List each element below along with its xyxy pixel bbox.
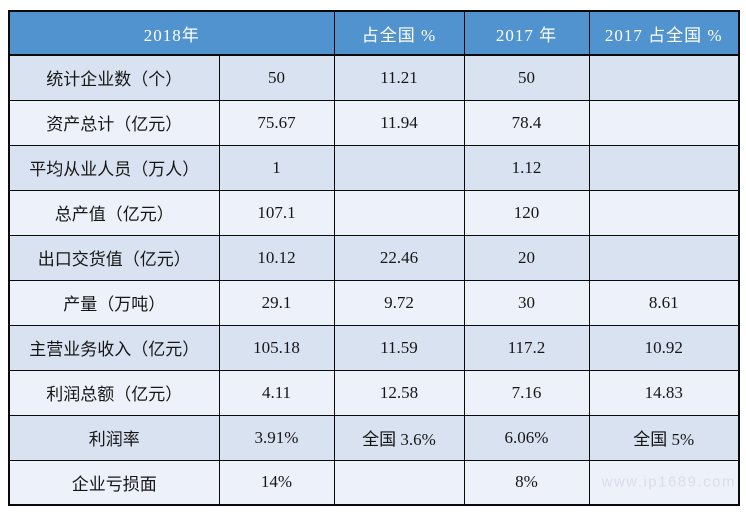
share-2018: 11.94	[333, 99, 465, 146]
share-2018	[333, 459, 465, 506]
table-row: 利润率 3.91% 全国 3.6% 6.06% 全国 5%	[8, 414, 740, 461]
statistics-table: 2018年 占全国 % 2017 年 2017 占全国 % 统计企业数（个） 5…	[8, 10, 740, 506]
share-2018: 9.72	[333, 279, 465, 326]
share-2017: 14.83	[588, 369, 740, 416]
header-share-2018: 占全国 %	[333, 10, 465, 56]
value-2017: 120	[463, 189, 590, 236]
value-2018: 105.18	[218, 324, 335, 371]
row-label: 总产值（亿元）	[8, 189, 220, 236]
table-row: 利润总额（亿元） 4.11 12.58 7.16 14.83	[8, 369, 740, 416]
share-2017	[588, 234, 740, 281]
row-label: 利润率	[8, 414, 220, 461]
value-2017: 117.2	[463, 324, 590, 371]
value-2017: 50	[463, 54, 590, 101]
share-2017: 8.61	[588, 279, 740, 326]
header-row: 2018年 占全国 % 2017 年 2017 占全国 %	[8, 10, 740, 56]
header-2017: 2017 年	[463, 10, 590, 56]
share-2017: www.ip1689.com	[588, 459, 740, 506]
table-row: 平均从业人员（万人） 1 1.12	[8, 144, 740, 191]
value-2017: 6.06%	[463, 414, 590, 461]
table-row: 总产值（亿元） 107.1 120	[8, 189, 740, 236]
share-2017	[588, 144, 740, 191]
value-2018: 14%	[218, 459, 335, 506]
share-2018: 22.46	[333, 234, 465, 281]
share-2017: 10.92	[588, 324, 740, 371]
value-2018: 29.1	[218, 279, 335, 326]
value-2017: 1.12	[463, 144, 590, 191]
share-2018: 11.59	[333, 324, 465, 371]
table-row: 产量（万吨） 29.1 9.72 30 8.61	[8, 279, 740, 326]
value-2017: 20	[463, 234, 590, 281]
row-label: 利润总额（亿元）	[8, 369, 220, 416]
value-2018: 10.12	[218, 234, 335, 281]
share-2018	[333, 144, 465, 191]
share-2017	[588, 189, 740, 236]
share-2018	[333, 189, 465, 236]
value-2017: 30	[463, 279, 590, 326]
share-2018: 12.58	[333, 369, 465, 416]
share-2018: 全国 3.6%	[333, 414, 465, 461]
row-label: 企业亏损面	[8, 459, 220, 506]
share-2017: 全国 5%	[588, 414, 740, 461]
value-2017: 78.4	[463, 99, 590, 146]
value-2018: 1	[218, 144, 335, 191]
value-2018: 75.67	[218, 99, 335, 146]
row-label: 主营业务收入（亿元）	[8, 324, 220, 371]
table-row: 资产总计（亿元） 75.67 11.94 78.4	[8, 99, 740, 146]
value-2018: 50	[218, 54, 335, 101]
row-label: 出口交货值（亿元）	[8, 234, 220, 281]
value-2018: 4.11	[218, 369, 335, 416]
share-2017	[588, 99, 740, 146]
row-label: 产量（万吨）	[8, 279, 220, 326]
row-label: 统计企业数（个）	[8, 54, 220, 101]
watermark-text: www.ip1689.com	[601, 473, 736, 491]
table-row: 企业亏损面 14% 8% www.ip1689.com	[8, 459, 740, 506]
share-2018: 11.21	[333, 54, 465, 101]
share-2017	[588, 54, 740, 101]
table-row: 出口交货值（亿元） 10.12 22.46 20	[8, 234, 740, 281]
row-label: 资产总计（亿元）	[8, 99, 220, 146]
value-2017: 8%	[463, 459, 590, 506]
header-2018: 2018年	[8, 10, 335, 56]
statistics-table-container: 2018年 占全国 % 2017 年 2017 占全国 % 统计企业数（个） 5…	[8, 10, 740, 511]
row-label: 平均从业人员（万人）	[8, 144, 220, 191]
table-row: 统计企业数（个） 50 11.21 50	[8, 54, 740, 101]
value-2017: 7.16	[463, 369, 590, 416]
header-share-2017: 2017 占全国 %	[588, 10, 740, 56]
table-row: 主营业务收入（亿元） 105.18 11.59 117.2 10.92	[8, 324, 740, 371]
value-2018: 3.91%	[218, 414, 335, 461]
value-2018: 107.1	[218, 189, 335, 236]
